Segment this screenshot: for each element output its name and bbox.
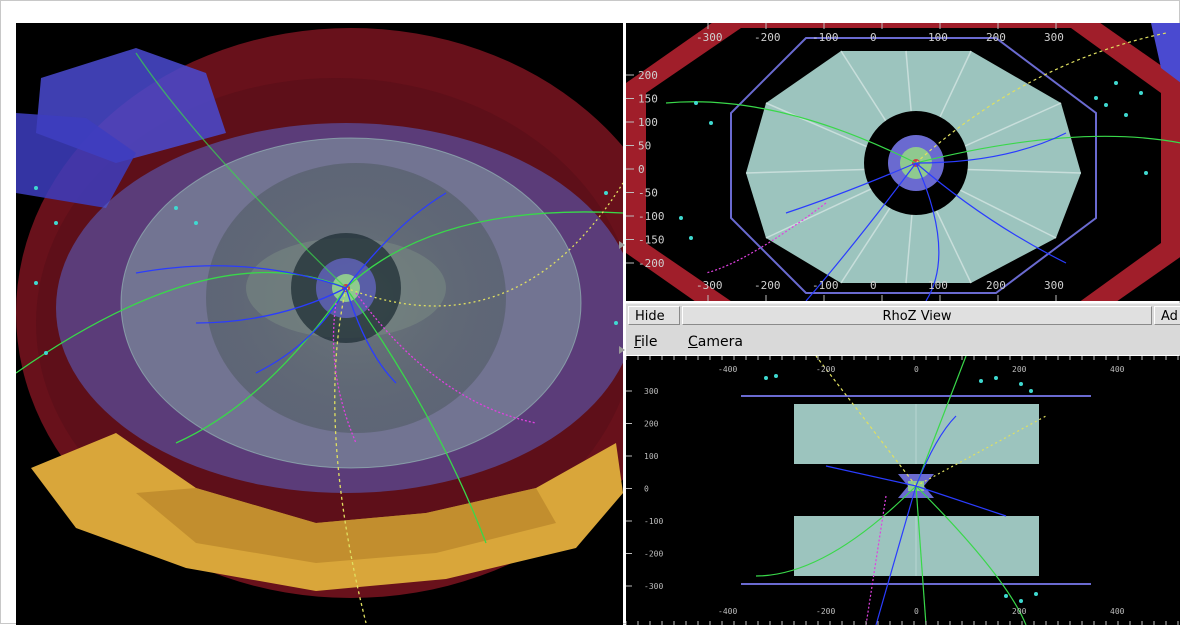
- rphi-y-tick-label: 200: [638, 69, 658, 82]
- rphi-view[interactable]: -300 -200 -100 0 100 200 300 -300 -200 -100 0 100 20…: [626, 23, 1180, 301]
- rhoz-y-tick-label: 100: [644, 452, 659, 461]
- rphi-y-tick-label: 0: [638, 163, 645, 176]
- hide-button[interactable]: Hide: [628, 306, 680, 325]
- rphi-x-tick-label-bottom: 300: [1044, 279, 1064, 292]
- rphi-x-tick-label-bottom: -300: [696, 279, 723, 292]
- rphi-y-tick-label: -100: [638, 210, 665, 223]
- rphi-y-tick-label: -200: [638, 257, 665, 270]
- menu-file-mnemonic: F: [634, 334, 642, 350]
- view-title-bar[interactable]: RhoZ View: [682, 306, 1152, 325]
- rphi-x-tick-label: -300: [696, 31, 723, 44]
- menu-camera[interactable]: Camera: [684, 329, 747, 355]
- rhoz-x-tick-label: -200: [816, 365, 835, 374]
- rphi-y-tick-label: -150: [638, 234, 665, 247]
- rphi-scene: -300 -200 -100 0 100 200 300 -300 -200 -100 0 100 20…: [626, 23, 1180, 301]
- menu-file-label: ile: [641, 334, 658, 350]
- rphi-y-tick-label: -50: [638, 187, 658, 200]
- rhoz-scene: -400 -400 -200 -200 0 0 200 200 400 400 300 200 100 0…: [626, 356, 1179, 625]
- rhoz-y-tick-label: 300: [644, 387, 659, 396]
- rhoz-x-tick-label-bottom: -400: [718, 607, 737, 616]
- rphi-x-tick-label-bottom: 100: [928, 279, 948, 292]
- rphi-y-tick-label: 150: [638, 93, 658, 106]
- rhoz-x-tick-label: 0: [914, 365, 919, 374]
- menu-file[interactable]: File: [630, 329, 661, 355]
- rphi-x-tick-label-bottom: 200: [986, 279, 1006, 292]
- menu-camera-mnemonic: C: [688, 334, 698, 350]
- rphi-x-tick-label-bottom: 0: [870, 279, 877, 292]
- splitter-arrow-icon[interactable]: [619, 241, 625, 249]
- rphi-y-tick-label: 50: [638, 140, 651, 153]
- rhoz-view[interactable]: -400 -400 -200 -200 0 0 200 200 400 400 300 200 100 0…: [626, 356, 1180, 625]
- rhoz-x-tick-label-bottom: 200: [1012, 607, 1027, 616]
- rphi-x-tick-label-bottom: -200: [754, 279, 781, 292]
- rphi-x-tick-label-bottom: -100: [812, 279, 839, 292]
- rphi-x-tick-label: 200: [986, 31, 1006, 44]
- rphi-x-tick-label: -100: [812, 31, 839, 44]
- rhoz-y-tick-label: 200: [644, 420, 659, 429]
- rhoz-y-tick-label: -200: [644, 550, 663, 559]
- rphi-axis-ticks: [626, 23, 1057, 301]
- rhoz-x-tick-label-bottom: -200: [816, 607, 835, 616]
- rphi-hcal-outline: [730, 37, 1097, 294]
- rphi-x-tick-label: 300: [1044, 31, 1064, 44]
- rhoz-y-tick-label: 0: [644, 485, 649, 494]
- rhoz-y-tick-label: -300: [644, 582, 663, 591]
- rhoz-x-tick-label-bottom: 400: [1110, 607, 1125, 616]
- add-button[interactable]: Ad: [1154, 306, 1180, 325]
- rhoz-x-tick-label: 400: [1110, 365, 1125, 374]
- return-yoke: [31, 433, 623, 591]
- rhoz-x-tick-label-bottom: 0: [914, 607, 919, 616]
- splitter-arrow-icon[interactable]: [619, 346, 625, 354]
- rphi-x-tick-label: -200: [754, 31, 781, 44]
- rhoz-axis-labels: -400 -400 -200 -200 0 0 200 200 400 400 300 200 100 0…: [644, 365, 1125, 616]
- rhoz-x-tick-label: 200: [1012, 365, 1027, 374]
- rhoz-y-tick-label: -100: [644, 517, 663, 526]
- menu-camera-label: amera: [697, 334, 743, 350]
- rphi-x-tick-label: 0: [870, 31, 877, 44]
- rhoz-x-tick-label: -400: [718, 365, 737, 374]
- rphi-y-tick-label: 100: [638, 116, 658, 129]
- rphi-axis-labels: -300 -200 -100 0 100 200 300 -300 -200 -100 0 100 20…: [638, 31, 1064, 292]
- 3d-event-view[interactable]: [16, 23, 623, 625]
- muon-chamber-blue-left: [16, 113, 136, 208]
- rphi-blue-chamber: [1151, 23, 1180, 83]
- rhoz-toolbar: Hide RhoZ View Ad: [626, 303, 1180, 330]
- return-yoke-shade: [136, 488, 556, 563]
- 3d-scene: [16, 28, 623, 624]
- rphi-x-tick-label: 100: [928, 31, 948, 44]
- rhoz-menubar: File Camera: [626, 329, 1180, 355]
